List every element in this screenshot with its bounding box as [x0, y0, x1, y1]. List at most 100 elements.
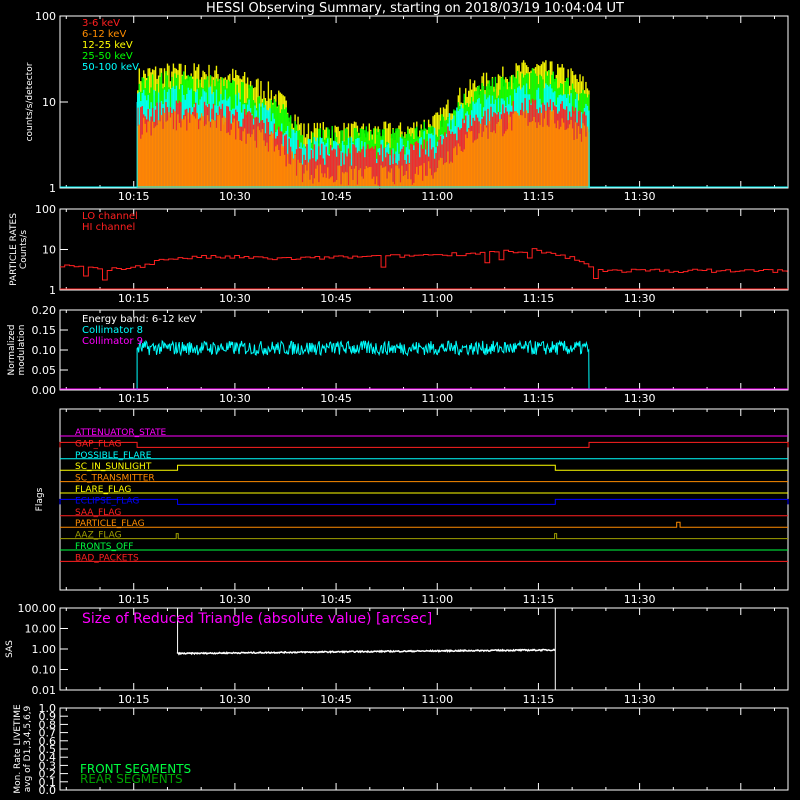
bar-mark [465, 134, 467, 188]
bar-mark [356, 184, 359, 188]
livetime-y-label: 0.9 [39, 710, 57, 723]
bar-mark [243, 128, 246, 188]
bar-mark [444, 163, 446, 188]
bar-mark [189, 122, 191, 188]
bar-mark [199, 120, 201, 188]
bar-mark [269, 136, 271, 188]
bar-mark [413, 150, 415, 188]
flags-time-label: 10:15 [118, 593, 150, 606]
bar-mark [560, 126, 562, 188]
bar-mark [414, 173, 416, 188]
bar-mark [424, 175, 427, 188]
bar-mark [516, 112, 519, 188]
lightcurve-y-label: 10 [42, 96, 56, 109]
bar-mark [522, 111, 525, 188]
legend-entry: HI channel [82, 222, 135, 233]
bar-mark [557, 120, 559, 188]
bar-mark [350, 169, 353, 188]
bar-mark [352, 144, 354, 188]
legend-header: Energy band: 6-12 keV [82, 314, 196, 325]
bar-mark [574, 122, 577, 188]
bar-mark [353, 145, 356, 188]
bar-mark [576, 138, 578, 188]
bar-mark [194, 118, 197, 188]
bar-mark [286, 153, 289, 188]
sas-time-label: 11:15 [523, 693, 555, 706]
bar-mark [352, 179, 354, 188]
bar-mark [340, 184, 342, 188]
bar-mark [255, 147, 258, 188]
bar-mark [175, 130, 178, 188]
bar-mark [187, 112, 189, 188]
bar-mark [555, 128, 557, 188]
bar-mark [289, 164, 292, 188]
bar-mark [230, 129, 232, 188]
flags-time-label: 11:15 [523, 593, 555, 606]
bar-mark [140, 138, 142, 188]
bar-mark [181, 118, 184, 188]
bar-mark [411, 184, 414, 188]
bar-mark [462, 151, 464, 188]
particle-time-label: 10:30 [219, 292, 251, 305]
bar-mark [344, 153, 347, 188]
bar-mark [273, 151, 276, 188]
bar-mark [545, 111, 547, 188]
bar-mark [303, 154, 305, 188]
bar-mark [328, 178, 330, 188]
bar-mark [392, 164, 394, 188]
bar-mark [337, 165, 339, 188]
bar-mark [512, 113, 514, 188]
livetime-y-title: avg of D1,3,4,5,6,9 [23, 705, 33, 792]
bar-mark [479, 123, 482, 188]
bar-mark [245, 143, 247, 188]
bar-mark [528, 122, 531, 188]
bar-mark [519, 115, 522, 188]
bar-mark [450, 161, 452, 188]
bar-mark [402, 146, 405, 188]
bar-mark [448, 130, 451, 188]
modulation-y-label: 0.00 [32, 384, 57, 397]
legend-entry: REAR SEGMENTS [80, 772, 183, 786]
bar-mark [376, 176, 378, 188]
bar-mark [238, 128, 240, 188]
bar-mark [318, 146, 320, 188]
bar-mark [470, 130, 473, 188]
bar-mark [531, 120, 534, 188]
bar-mark [500, 119, 503, 188]
legend-entry: 12-25 keV [82, 40, 133, 51]
flag-label: SAA_FLAG [75, 508, 121, 518]
bar-mark [447, 151, 449, 188]
bar-mark [285, 166, 287, 188]
bar-mark [374, 145, 376, 188]
particle-time-label: 11:00 [421, 292, 453, 305]
bar-mark [346, 156, 348, 188]
bar-mark [530, 122, 532, 188]
bar-mark [376, 128, 378, 188]
bar-mark [343, 173, 345, 188]
modulation-y-title: Normalized [7, 324, 17, 375]
livetime-y-label: 0.5 [39, 743, 57, 756]
modulation-y-title: modulation [17, 325, 27, 376]
bar-mark [334, 149, 336, 188]
modulation-y-label: 0.15 [32, 324, 57, 337]
bar-mark [321, 173, 323, 188]
bar-mark [433, 172, 436, 188]
bar-mark [174, 111, 176, 188]
bar-mark [224, 117, 227, 188]
bar-mark [579, 133, 581, 188]
bar-mark [358, 170, 360, 188]
bar-mark [583, 125, 586, 188]
bar-mark [362, 146, 365, 188]
bar-mark [202, 116, 204, 188]
legend-entry: FRONT SEGMENTS [80, 762, 191, 776]
bar-mark [508, 114, 510, 188]
bar-mark [196, 112, 198, 188]
sas-y-label: 10.00 [25, 623, 57, 636]
livetime-y-label: 0.6 [39, 735, 57, 748]
bar-mark [549, 110, 552, 188]
bar-mark [416, 141, 418, 188]
bar-mark [272, 133, 274, 188]
bar-mark [214, 120, 216, 188]
bar-mark [221, 117, 224, 188]
bar-mark [306, 144, 308, 188]
